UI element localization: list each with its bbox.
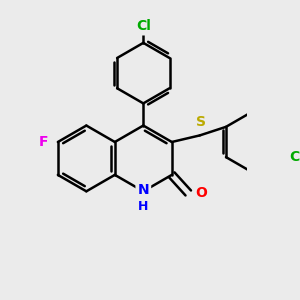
Text: O: O	[196, 186, 207, 200]
Text: Cl: Cl	[136, 20, 151, 33]
Text: N: N	[137, 183, 149, 197]
Text: H: H	[138, 200, 148, 213]
Text: Cl: Cl	[289, 150, 300, 164]
Text: S: S	[196, 115, 206, 129]
Text: F: F	[38, 135, 48, 149]
